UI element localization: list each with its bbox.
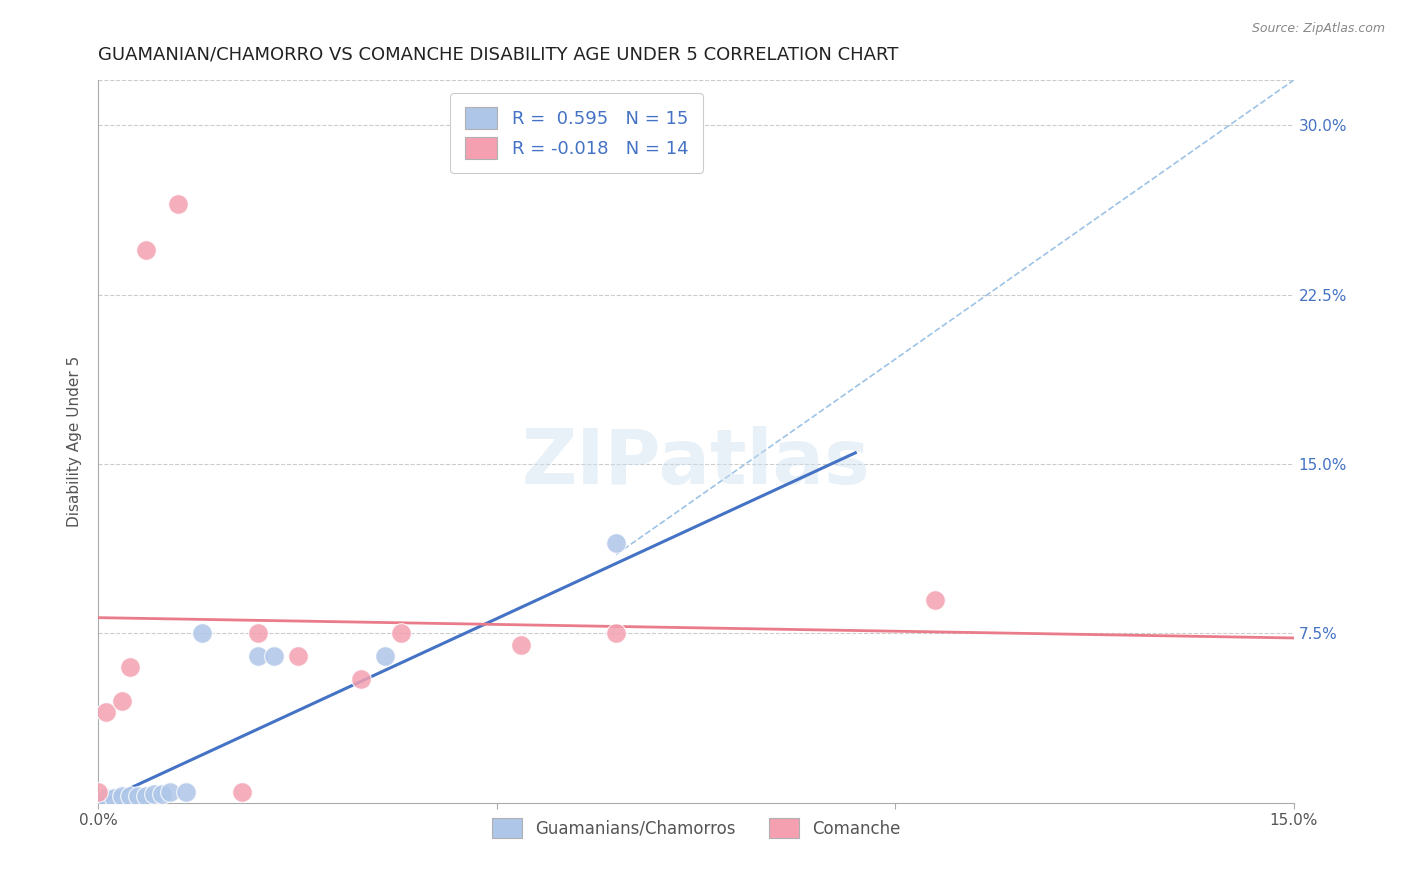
Point bbox=[111, 694, 134, 708]
Point bbox=[120, 660, 142, 674]
Point bbox=[246, 648, 269, 663]
Point bbox=[159, 784, 181, 798]
Point bbox=[287, 648, 309, 663]
Text: Source: ZipAtlas.com: Source: ZipAtlas.com bbox=[1251, 22, 1385, 36]
Point bbox=[389, 626, 412, 640]
Point bbox=[103, 791, 125, 805]
Point bbox=[509, 638, 531, 652]
Point bbox=[120, 789, 142, 803]
Legend: R =  0.595   N = 15, R = -0.018   N = 14: R = 0.595 N = 15, R = -0.018 N = 14 bbox=[450, 93, 703, 173]
Point bbox=[246, 626, 269, 640]
Point bbox=[167, 197, 190, 211]
Y-axis label: Disability Age Under 5: Disability Age Under 5 bbox=[67, 356, 83, 527]
Point bbox=[150, 787, 173, 801]
Point bbox=[111, 789, 134, 803]
Point bbox=[374, 648, 396, 663]
Point bbox=[231, 784, 253, 798]
Text: GUAMANIAN/CHAMORRO VS COMANCHE DISABILITY AGE UNDER 5 CORRELATION CHART: GUAMANIAN/CHAMORRO VS COMANCHE DISABILIT… bbox=[98, 45, 898, 63]
Text: ZIPatlas: ZIPatlas bbox=[522, 426, 870, 500]
Point bbox=[191, 626, 214, 640]
Point bbox=[96, 706, 118, 720]
Point bbox=[605, 626, 627, 640]
Point bbox=[143, 787, 166, 801]
Point bbox=[924, 592, 946, 607]
Point bbox=[96, 791, 118, 805]
Point bbox=[135, 789, 157, 803]
Point bbox=[263, 648, 285, 663]
Point bbox=[350, 672, 373, 686]
Point bbox=[605, 536, 627, 550]
Point bbox=[87, 784, 110, 798]
Point bbox=[127, 789, 149, 803]
Point bbox=[174, 784, 197, 798]
Point bbox=[135, 243, 157, 257]
